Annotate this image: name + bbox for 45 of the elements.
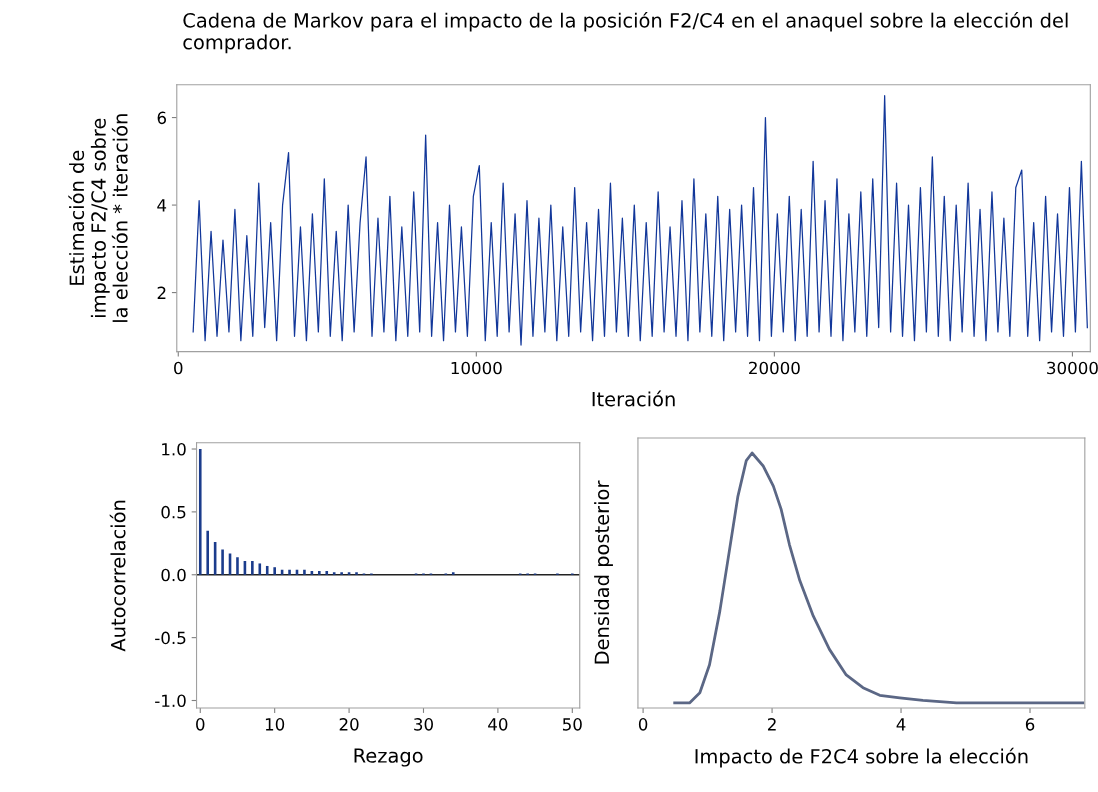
bar	[206, 530, 210, 575]
x-tick-label: 0	[638, 718, 648, 731]
bar	[236, 557, 239, 575]
bar	[251, 560, 254, 575]
bar	[198, 449, 202, 575]
x-tick-label: 20000	[749, 361, 800, 375]
x-tick-label: 10	[265, 718, 285, 731]
x-axis-title: Rezago	[354, 748, 423, 767]
x-tick-label: 20	[339, 718, 359, 731]
x-tick-label: 10000	[451, 361, 502, 375]
bar	[340, 572, 343, 575]
y-axis-title: Estimación de impacto F2/C4 sobre la elección * iteración	[68, 114, 128, 322]
chart-title: Cadena de Markov para el impacto de la posición F2/C4 en el anaquel sobre la elección del comprador.	[183, 11, 1068, 54]
x-axis-title: Impacto de F2C4 sobre la elección	[695, 747, 1028, 768]
y-tick-label: 1.0	[162, 442, 186, 456]
x-tick-label: 30	[414, 718, 433, 731]
bar	[318, 570, 321, 575]
x-tick-label: 6	[1025, 718, 1035, 731]
x-tick-label: 0	[174, 361, 183, 375]
bar	[451, 572, 455, 575]
x-tick-label: 30000	[1047, 361, 1098, 375]
y-axis-title: Autocorrelación	[109, 500, 126, 652]
line-series	[192, 95, 1088, 346]
bar	[258, 563, 262, 575]
bar	[355, 572, 358, 575]
x-tick-label: 50	[562, 718, 582, 731]
bar	[303, 569, 306, 575]
x-axis-title: Iteración	[592, 390, 675, 407]
x-tick-label: 2	[767, 718, 776, 731]
bar	[288, 569, 291, 575]
x-tick-label: 0	[196, 718, 205, 731]
bar	[273, 567, 276, 575]
x-tick-label: 4	[896, 718, 906, 731]
y-tick-label: 6	[157, 111, 167, 125]
bar	[221, 549, 224, 575]
y-tick-label: 0.5	[161, 505, 186, 519]
y-tick-label: 2	[157, 286, 166, 299]
bar	[265, 565, 269, 575]
y-axis-title: Densidad posterior	[594, 480, 613, 664]
bar	[325, 570, 329, 575]
y-tick-label: 0.0	[161, 568, 186, 582]
y-tick-label: -0.5	[155, 631, 186, 645]
y-tick-label: 4	[157, 199, 167, 212]
x-tick-label: 40	[488, 718, 508, 731]
y-tick-label: -1.0	[155, 694, 186, 708]
